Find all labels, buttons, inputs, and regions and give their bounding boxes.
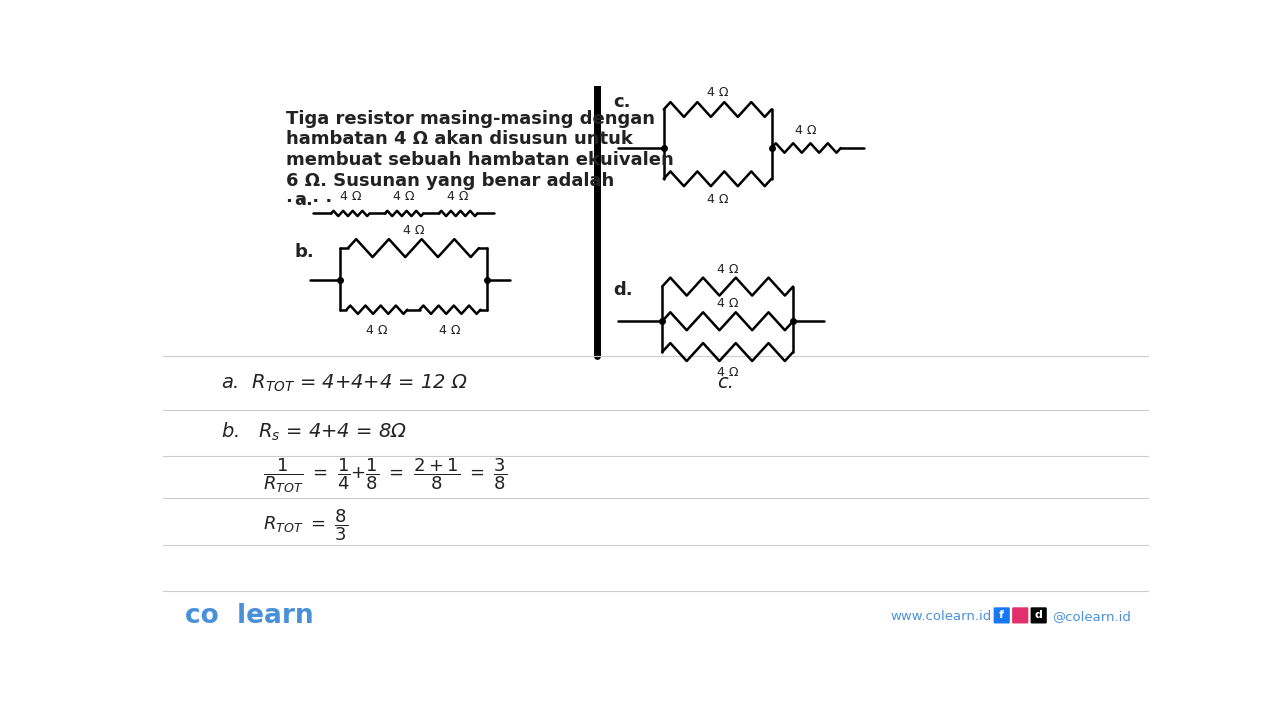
FancyBboxPatch shape xyxy=(1030,607,1047,624)
Text: 4 Ω: 4 Ω xyxy=(403,225,424,238)
Text: membuat sebuah hambatan ekuivalen: membuat sebuah hambatan ekuivalen xyxy=(287,151,675,169)
Text: @colearn.id: @colearn.id xyxy=(1052,610,1132,623)
Text: $\dfrac{1}{R_{TOT}}$ $=$ $\dfrac{1}{4}$$+$$\dfrac{1}{8}$ $=$ $\dfrac{2+1}{8}$ $=: $\dfrac{1}{R_{TOT}}$ $=$ $\dfrac{1}{4}$$… xyxy=(264,456,508,495)
Text: d: d xyxy=(1034,611,1043,621)
FancyBboxPatch shape xyxy=(1012,607,1028,624)
Text: 4 Ω: 4 Ω xyxy=(339,189,361,202)
FancyBboxPatch shape xyxy=(993,607,1010,624)
Text: f: f xyxy=(1000,611,1005,621)
Text: c.: c. xyxy=(613,93,630,111)
Text: 4 Ω: 4 Ω xyxy=(393,189,415,202)
Text: Tiga resistor masing-masing dengan: Tiga resistor masing-masing dengan xyxy=(287,109,655,127)
Text: b.: b. xyxy=(294,243,314,261)
Text: 4 Ω: 4 Ω xyxy=(717,366,739,379)
Text: www.colearn.id: www.colearn.id xyxy=(891,610,992,623)
Text: 4 Ω: 4 Ω xyxy=(795,125,817,138)
Text: · · · ·: · · · · xyxy=(287,193,333,211)
Text: 4 Ω: 4 Ω xyxy=(439,323,461,336)
Text: hambatan 4 Ω akan disusun untuk: hambatan 4 Ω akan disusun untuk xyxy=(287,130,634,148)
Text: 4 Ω: 4 Ω xyxy=(707,193,728,206)
Text: $R_{TOT}$ $=$ $\dfrac{8}{3}$: $R_{TOT}$ $=$ $\dfrac{8}{3}$ xyxy=(264,508,348,543)
Text: 4 Ω: 4 Ω xyxy=(717,297,739,310)
Text: 4 Ω: 4 Ω xyxy=(707,86,728,99)
Text: $\mathit{b}$.   $R_s$ = 4+4 = 8Ω: $\mathit{b}$. $R_s$ = 4+4 = 8Ω xyxy=(221,420,407,443)
Text: 4 Ω: 4 Ω xyxy=(448,189,468,202)
Text: 6 Ω. Susunan yang benar adalah: 6 Ω. Susunan yang benar adalah xyxy=(287,172,614,190)
Text: 4 Ω: 4 Ω xyxy=(366,323,388,336)
Text: c.: c. xyxy=(718,374,735,392)
Text: d.: d. xyxy=(613,282,632,300)
Text: $\mathit{a}$.  $R_{TOT}$ = 4+4+4 = 12 Ω: $\mathit{a}$. $R_{TOT}$ = 4+4+4 = 12 Ω xyxy=(221,372,468,394)
Text: a.: a. xyxy=(294,192,314,210)
Text: 4 Ω: 4 Ω xyxy=(717,263,739,276)
Text: co  learn: co learn xyxy=(184,603,314,629)
